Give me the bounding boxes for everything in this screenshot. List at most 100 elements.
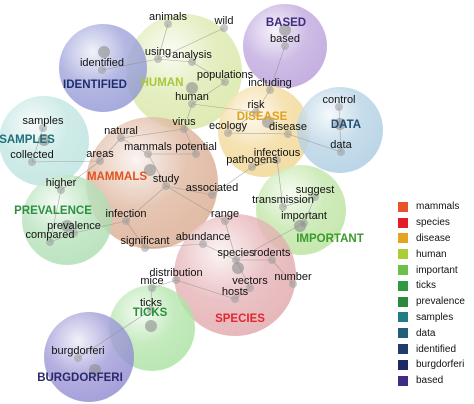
edge <box>276 159 284 208</box>
word-infectious: infectious <box>254 147 301 159</box>
word-virus: virus <box>172 116 196 128</box>
legend-label: disease <box>416 232 451 244</box>
cluster-label-mammals: MAMMALS <box>87 171 147 183</box>
word-node <box>273 156 281 164</box>
legend-label: species <box>416 217 450 229</box>
word-compared: compared <box>26 229 75 241</box>
word-ticks: ticks <box>140 297 163 309</box>
word-node <box>281 42 289 50</box>
legend-item-data: data <box>398 325 472 341</box>
word-burgdorferi: burgdorferi <box>51 345 104 357</box>
word-analysis: analysis <box>172 49 212 61</box>
edge <box>147 153 167 187</box>
word-including: including <box>248 77 291 89</box>
word-node <box>279 203 287 211</box>
word-node <box>266 86 274 94</box>
word-animals: animals <box>149 11 187 23</box>
word-node <box>248 163 256 171</box>
word-prevalence: prevalence <box>47 220 101 232</box>
legend-swatch <box>398 201 408 212</box>
legend-swatch <box>398 312 408 323</box>
edge <box>235 222 305 261</box>
legend-label: important <box>416 264 458 276</box>
hub-node-samples <box>38 134 50 146</box>
legend-swatch <box>398 344 408 355</box>
edge <box>60 160 101 191</box>
word-rodents: rodents <box>254 247 291 259</box>
word-infection: infection <box>106 208 147 220</box>
legend-item-disease: disease <box>398 231 472 247</box>
legend-swatch <box>398 217 408 228</box>
legend-item-species: species <box>398 215 472 231</box>
edge <box>73 220 127 234</box>
word-wild: wild <box>214 15 234 27</box>
legend-swatch <box>398 359 408 370</box>
word-vectors: vectors <box>232 275 268 287</box>
edge <box>120 128 185 139</box>
word-data: data <box>330 139 352 151</box>
word-node <box>98 66 106 74</box>
hub-node-data <box>334 118 346 130</box>
word-node <box>164 20 172 28</box>
word-node <box>231 295 239 303</box>
edge <box>191 103 257 113</box>
edge <box>211 166 253 196</box>
legend-item-important: important <box>398 262 472 278</box>
edge <box>183 128 197 155</box>
word-range: range <box>211 208 239 220</box>
bubble-highlight-human <box>126 14 242 130</box>
edge <box>151 279 177 289</box>
edge <box>120 137 149 155</box>
edge <box>125 185 167 222</box>
word-distribution: distribution <box>149 267 202 279</box>
cluster-label-identified: IDENTIFIED <box>63 79 127 91</box>
word-node <box>96 157 104 165</box>
legend-item-identified: identified <box>398 341 472 357</box>
word-number: number <box>274 271 312 283</box>
word-node <box>337 148 345 156</box>
word-node <box>148 284 156 292</box>
cluster-label-human: HUMAN <box>141 77 184 89</box>
word-samples: samples <box>23 115 64 127</box>
cluster-label-species: SPECIES <box>215 313 265 325</box>
hub-node-based <box>279 24 291 36</box>
word-using: using <box>145 46 171 58</box>
hub-node-human <box>186 82 198 94</box>
word-node <box>188 100 196 108</box>
hub-node-ticks <box>145 320 157 332</box>
word-node <box>208 191 216 199</box>
word-natural: natural <box>104 125 138 137</box>
word-human: human <box>175 91 209 103</box>
word-associated: associated <box>186 182 239 194</box>
cluster-label-ticks: TICKS <box>133 307 168 319</box>
legend-label: human <box>416 248 447 260</box>
word-risk: risk <box>247 99 265 111</box>
word-node <box>252 108 260 116</box>
edge <box>303 196 316 224</box>
hub-node-species <box>232 262 244 274</box>
word-node <box>154 55 162 63</box>
edge <box>227 111 257 134</box>
word-node <box>172 276 180 284</box>
legend-swatch <box>398 280 408 291</box>
word-node <box>246 284 254 292</box>
bubble-highlight-burgdorferi <box>44 312 134 402</box>
word-node <box>39 124 47 132</box>
word-node <box>289 280 297 288</box>
word-node <box>144 150 152 158</box>
edge <box>125 220 146 249</box>
word-node <box>122 217 130 225</box>
cluster-label-data: DATA <box>331 119 361 131</box>
word-collected: collected <box>10 149 53 161</box>
edge <box>101 58 159 71</box>
word-node <box>188 58 196 66</box>
edge <box>191 61 226 83</box>
legend: mammals species disease human important ticks… <box>398 199 472 389</box>
hub-node-important <box>294 220 306 232</box>
edge <box>31 127 44 163</box>
legend-label: identified <box>416 343 457 355</box>
word-areas: areas <box>86 148 114 160</box>
word-node <box>141 244 149 252</box>
edge <box>175 279 236 300</box>
edge <box>271 259 294 285</box>
